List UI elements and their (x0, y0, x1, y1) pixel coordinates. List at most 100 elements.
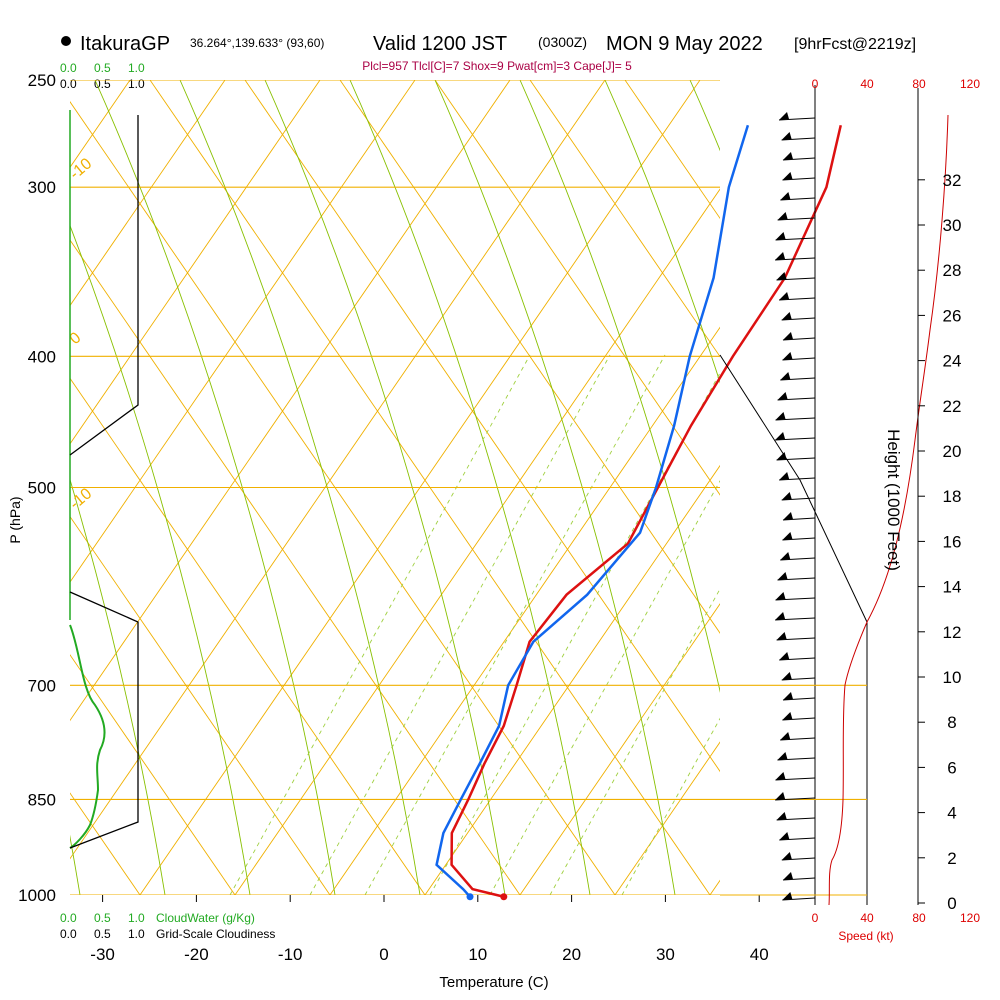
wind-barb (782, 897, 816, 901)
moist-adiabat (349, 80, 591, 895)
mixing-ratio-line (309, 354, 611, 895)
height-tick: 0 (947, 894, 956, 913)
bottom-cloudwater-tick: 0.5 (94, 911, 111, 925)
wind-barb (775, 257, 816, 261)
station-info: 36.264°,139.633° (93,60) (190, 36, 324, 50)
height-tick: 16 (943, 532, 962, 551)
wind-barb-flag (782, 172, 793, 180)
wind-barb (782, 337, 816, 341)
pressure-tick: 300 (28, 178, 56, 197)
wind-barb (775, 597, 816, 601)
wind-barb-flag (782, 332, 793, 340)
mixing-ratio-line (364, 354, 666, 895)
wind-barb (778, 117, 816, 121)
wind-barb (780, 737, 816, 741)
wind-barb (775, 417, 816, 421)
y-axis-label: P (hPa) (7, 496, 23, 543)
wind-barb-flag (776, 452, 787, 460)
wind-barb (777, 397, 816, 401)
temperature-tick: -30 (90, 945, 115, 964)
pressure-tick: 400 (28, 347, 56, 366)
wind-barb (782, 357, 816, 361)
top-cloudwater-tick: 0.0 (60, 61, 77, 75)
bottom-cloudwater-scale: 0.0 0.5 1.0 CloudWater (g/Kg) (60, 911, 255, 925)
wind-barb (781, 857, 816, 861)
height-tick: 6 (947, 758, 956, 777)
wind-barb (782, 157, 816, 161)
temperature-axis: -30 -20 -10 0 10 20 30 40 (90, 895, 769, 964)
wind-barb-flag (775, 252, 786, 260)
temperature-line (450, 124, 842, 898)
dewpoint-line (435, 124, 750, 898)
wind-barb-flag (781, 672, 792, 680)
wind-barb-flag (777, 572, 788, 580)
height-tick: 2 (947, 849, 956, 868)
date-text: MON 9 May 2022 (606, 33, 763, 55)
moist-adiabat (70, 224, 251, 895)
wind-speed-tick-bottom: 80 (912, 911, 926, 925)
height-tick: 26 (943, 306, 962, 325)
isotherm-label: 30 (834, 534, 859, 559)
wind-barb-flag (780, 192, 791, 200)
moist-adiabat (70, 478, 166, 895)
top-cloudwater-scale: 0.0 0.5 1.0 (60, 61, 145, 75)
mixing-ratio-label: 8 (484, 901, 500, 917)
height-tick: 18 (943, 487, 962, 506)
wind-barb (776, 637, 816, 641)
wind-barb-flag (776, 632, 787, 640)
wind-barb (777, 757, 816, 761)
height-tick: 24 (943, 352, 962, 371)
top-cloudwater-tick: 1.0 (128, 61, 145, 75)
isotherm-label: 10 (744, 359, 769, 384)
wind-barb-flag (781, 852, 792, 860)
wind-barb-flag (782, 892, 793, 900)
surface-dewpoint-point (466, 893, 474, 901)
wind-barb-flag (777, 212, 788, 220)
wind-barb (775, 777, 816, 781)
top-cloudwater-tick: 0.5 (94, 61, 111, 75)
pressure-tick: 1000 (18, 886, 56, 905)
wind-barb-flag (779, 832, 790, 840)
cloudiness-label: Grid-Scale Cloudiness (156, 927, 275, 941)
height-tick: 8 (947, 713, 956, 732)
isotherm (519, 603, 720, 895)
wind-barb-flag (780, 552, 791, 560)
bottom-cloudiness-tick: 0.0 (60, 927, 77, 941)
x-axis-label: Temperature (C) (439, 974, 548, 991)
isotherm (70, 80, 321, 445)
height-axis-label: Height (1000 Feet) (884, 429, 903, 571)
dry-adiabat (624, 80, 720, 220)
wind-speed-tick-top: 40 (860, 77, 874, 91)
wind-speed-tick-top: 120 (960, 77, 980, 91)
wind-barb (782, 517, 816, 521)
mixing-ratio-label: 20 (616, 896, 637, 917)
wind-barb (780, 197, 816, 201)
isotherm-label: 0 (722, 229, 740, 248)
temperature-tick: 30 (656, 945, 675, 964)
bottom-cloudwater-tick: 0.0 (60, 911, 77, 925)
wind-barb-flag (776, 272, 787, 280)
wind-speed-tick-bottom: 120 (960, 911, 980, 925)
height-tick: 28 (943, 261, 962, 280)
bottom-cloudiness-tick: 0.5 (94, 927, 111, 941)
wind-speed-tick-bottom: 40 (860, 911, 874, 925)
temperature-tick: -20 (184, 945, 209, 964)
wind-barb (782, 177, 816, 181)
wind-barb-flag (775, 592, 786, 600)
wind-barb-flag (782, 352, 793, 360)
mixing-ratio-line (549, 588, 720, 895)
bottom-cloudiness-tick: 1.0 (128, 927, 145, 941)
cloudiness-profile-upper (69, 115, 139, 456)
wind-barb-flag (779, 652, 790, 660)
height-tick: 22 (943, 397, 962, 416)
wind-barb (775, 617, 816, 621)
dry-adiabat (70, 654, 236, 895)
moist-adiabat (604, 80, 720, 384)
height-tick: 12 (943, 623, 962, 642)
wind-barb-flag (782, 712, 793, 720)
isotherm (70, 80, 226, 307)
moist-adiabat (94, 80, 336, 895)
